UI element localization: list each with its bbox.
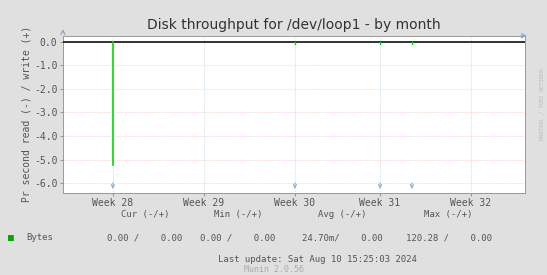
Text: Avg (-/+): Avg (-/+) xyxy=(318,210,366,219)
Text: 120.28 /    0.00: 120.28 / 0.00 xyxy=(405,233,492,242)
Text: Last update: Sat Aug 10 15:25:03 2024: Last update: Sat Aug 10 15:25:03 2024 xyxy=(218,255,417,264)
Text: Max (-/+): Max (-/+) xyxy=(424,210,473,219)
Text: ■: ■ xyxy=(8,233,14,243)
Text: Min (-/+): Min (-/+) xyxy=(214,210,262,219)
Text: 0.00 /    0.00: 0.00 / 0.00 xyxy=(200,233,276,242)
Y-axis label: Pr second read (-) / write (+): Pr second read (-) / write (+) xyxy=(21,26,31,202)
Text: RRDTOOL / TOBI OETIKER: RRDTOOL / TOBI OETIKER xyxy=(539,69,544,140)
Text: Munin 2.0.56: Munin 2.0.56 xyxy=(243,265,304,274)
Text: Bytes: Bytes xyxy=(26,233,53,242)
Title: Disk throughput for /dev/loop1 - by month: Disk throughput for /dev/loop1 - by mont… xyxy=(147,18,441,32)
Text: 0.00 /    0.00: 0.00 / 0.00 xyxy=(107,233,183,242)
Text: 24.70m/    0.00: 24.70m/ 0.00 xyxy=(301,233,382,242)
Text: Cur (-/+): Cur (-/+) xyxy=(121,210,169,219)
